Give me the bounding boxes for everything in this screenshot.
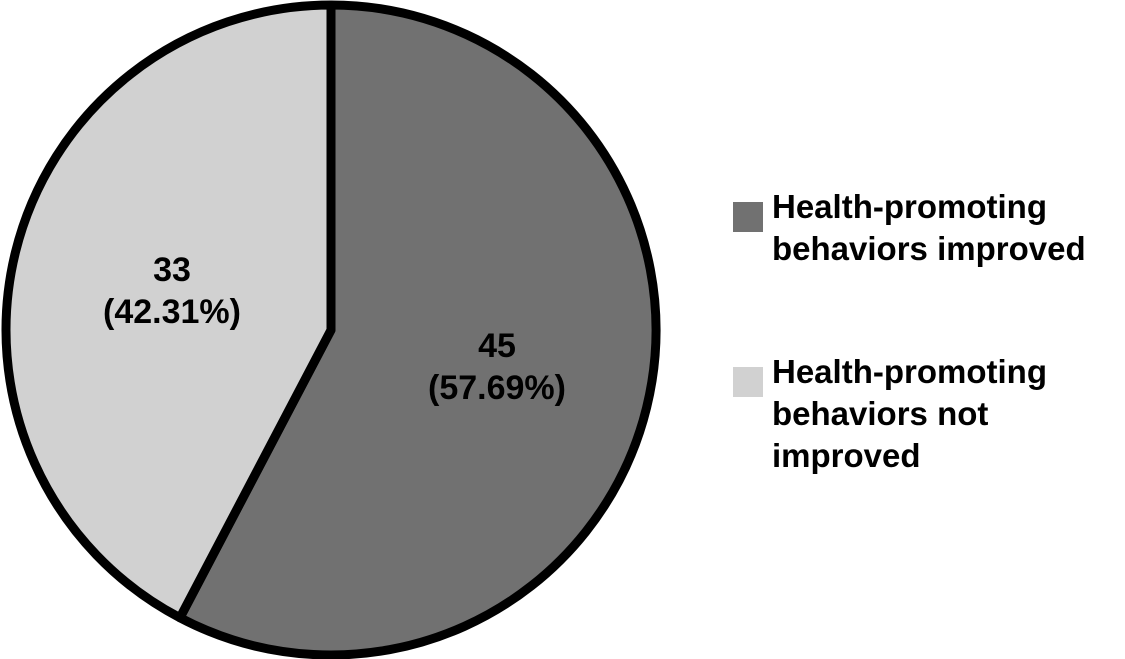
legend-label-not-improved: Health-promoting behaviors not improved	[772, 353, 1047, 474]
pie-slice-1	[1, 0, 336, 623]
legend-swatch-not-improved-icon	[733, 367, 763, 397]
pie-chart	[1, 0, 661, 659]
pie-slice-0	[175, 0, 661, 659]
legend-label-improved: Health-promoting behaviors improved	[772, 188, 1086, 267]
legend-swatch-improved-icon	[733, 202, 763, 232]
